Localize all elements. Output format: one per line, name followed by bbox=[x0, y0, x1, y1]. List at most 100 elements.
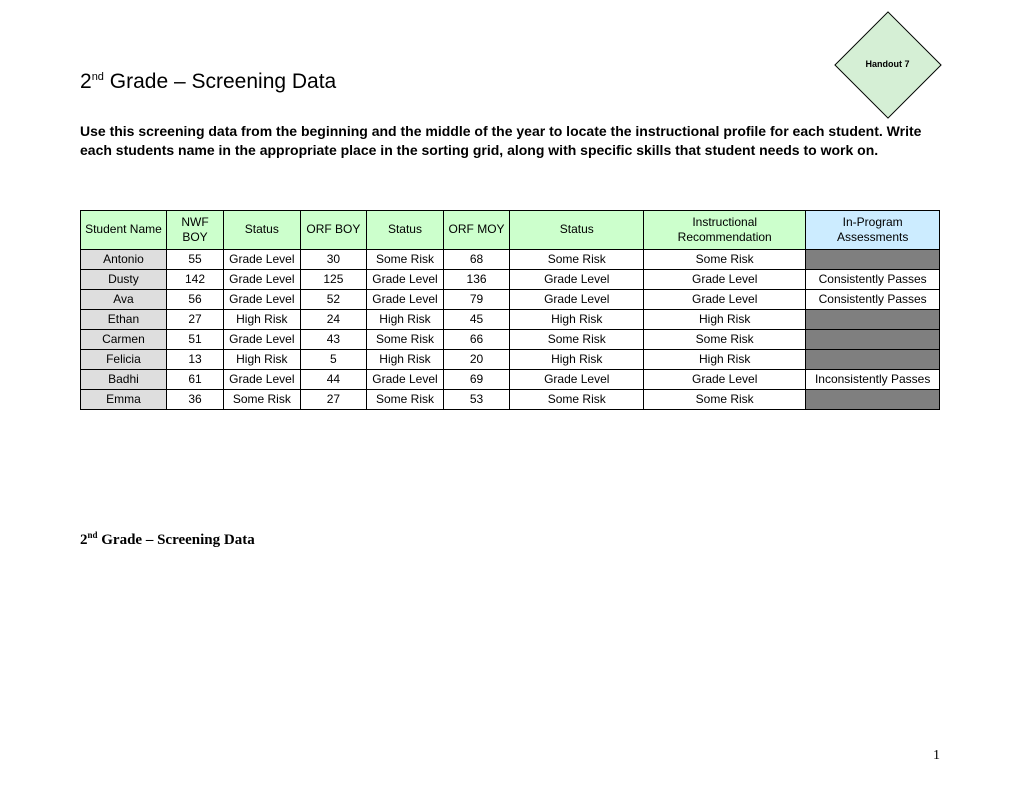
cell-status-3: Some Risk bbox=[510, 249, 644, 269]
cell-orf-moy: 68 bbox=[443, 249, 510, 269]
col-status-3: Status bbox=[510, 210, 644, 249]
cell-name: Antonio bbox=[81, 249, 167, 269]
cell-status-2: High Risk bbox=[367, 309, 443, 329]
table-row: Felicia13High Risk5High Risk20High RiskH… bbox=[81, 349, 940, 369]
table-row: Ethan27High Risk24High Risk45High RiskHi… bbox=[81, 309, 940, 329]
cell-name: Badhi bbox=[81, 369, 167, 389]
cell-assessments bbox=[806, 389, 940, 409]
footer-title: 2nd Grade – Screening Data bbox=[80, 530, 940, 549]
cell-name: Dusty bbox=[81, 269, 167, 289]
cell-status-3: Some Risk bbox=[510, 389, 644, 409]
cell-orf-moy: 20 bbox=[443, 349, 510, 369]
cell-orf-moy: 66 bbox=[443, 329, 510, 349]
cell-recommendation: High Risk bbox=[644, 349, 806, 369]
cell-nwf: 61 bbox=[166, 369, 223, 389]
footer-title-prefix: 2 bbox=[80, 532, 88, 548]
cell-status-1: Grade Level bbox=[224, 329, 300, 349]
cell-orf-moy: 53 bbox=[443, 389, 510, 409]
cell-status-2: Some Risk bbox=[367, 389, 443, 409]
cell-recommendation: Grade Level bbox=[644, 289, 806, 309]
cell-assessments bbox=[806, 249, 940, 269]
cell-name: Ava bbox=[81, 289, 167, 309]
cell-assessments: Inconsistently Passes bbox=[806, 369, 940, 389]
col-orf-boy: ORF BOY bbox=[300, 210, 367, 249]
cell-orf-moy: 136 bbox=[443, 269, 510, 289]
cell-nwf: 51 bbox=[166, 329, 223, 349]
footer-title-super: nd bbox=[88, 530, 98, 540]
cell-orf-moy: 69 bbox=[443, 369, 510, 389]
cell-orf-moy: 79 bbox=[443, 289, 510, 309]
col-status-1: Status bbox=[224, 210, 300, 249]
table-row: Dusty142Grade Level125Grade Level136Grad… bbox=[81, 269, 940, 289]
handout-label: Handout 7 bbox=[835, 59, 940, 69]
cell-status-1: High Risk bbox=[224, 349, 300, 369]
footer-title-rest: Grade – Screening Data bbox=[98, 532, 255, 548]
table-row: Ava56Grade Level52Grade Level79Grade Lev… bbox=[81, 289, 940, 309]
title-super: nd bbox=[92, 71, 104, 83]
page-title: 2nd Grade – Screening Data bbox=[80, 70, 940, 94]
cell-status-3: Grade Level bbox=[510, 269, 644, 289]
cell-status-3: Grade Level bbox=[510, 369, 644, 389]
handout-badge: Handout 7 bbox=[835, 12, 940, 117]
title-prefix: 2 bbox=[80, 70, 92, 93]
cell-orf-moy: 45 bbox=[443, 309, 510, 329]
cell-name: Emma bbox=[81, 389, 167, 409]
col-nwf-boy: NWF BOY bbox=[166, 210, 223, 249]
cell-orf-boy: 125 bbox=[300, 269, 367, 289]
cell-status-2: Grade Level bbox=[367, 289, 443, 309]
cell-assessments bbox=[806, 349, 940, 369]
cell-nwf: 55 bbox=[166, 249, 223, 269]
cell-nwf: 56 bbox=[166, 289, 223, 309]
col-assessments: In-Program Assessments bbox=[806, 210, 940, 249]
cell-nwf: 13 bbox=[166, 349, 223, 369]
cell-status-1: Grade Level bbox=[224, 249, 300, 269]
cell-status-2: Grade Level bbox=[367, 269, 443, 289]
cell-status-1: Grade Level bbox=[224, 369, 300, 389]
screening-table: Student Name NWF BOY Status ORF BOY Stat… bbox=[80, 210, 940, 410]
cell-assessments: Consistently Passes bbox=[806, 289, 940, 309]
cell-recommendation: Some Risk bbox=[644, 329, 806, 349]
cell-assessments bbox=[806, 329, 940, 349]
intro-text: Use this screening data from the beginni… bbox=[80, 122, 940, 160]
document-page: Handout 7 2nd Grade – Screening Data Use… bbox=[0, 0, 1020, 788]
cell-recommendation: Grade Level bbox=[644, 269, 806, 289]
cell-nwf: 36 bbox=[166, 389, 223, 409]
cell-status-2: Some Risk bbox=[367, 329, 443, 349]
cell-recommendation: Grade Level bbox=[644, 369, 806, 389]
cell-orf-boy: 30 bbox=[300, 249, 367, 269]
cell-orf-boy: 24 bbox=[300, 309, 367, 329]
cell-nwf: 27 bbox=[166, 309, 223, 329]
page-number: 1 bbox=[933, 748, 940, 764]
cell-orf-boy: 52 bbox=[300, 289, 367, 309]
cell-assessments: Consistently Passes bbox=[806, 269, 940, 289]
cell-status-2: Grade Level bbox=[367, 369, 443, 389]
cell-nwf: 142 bbox=[166, 269, 223, 289]
table-row: Emma36Some Risk27Some Risk53Some RiskSom… bbox=[81, 389, 940, 409]
cell-orf-boy: 43 bbox=[300, 329, 367, 349]
cell-status-1: Some Risk bbox=[224, 389, 300, 409]
title-rest: Grade – Screening Data bbox=[104, 70, 336, 93]
cell-orf-boy: 27 bbox=[300, 389, 367, 409]
cell-orf-boy: 5 bbox=[300, 349, 367, 369]
cell-status-2: High Risk bbox=[367, 349, 443, 369]
table-row: Antonio55Grade Level30Some Risk68Some Ri… bbox=[81, 249, 940, 269]
cell-orf-boy: 44 bbox=[300, 369, 367, 389]
table-body: Antonio55Grade Level30Some Risk68Some Ri… bbox=[81, 249, 940, 409]
table-row: Badhi61Grade Level44Grade Level69Grade L… bbox=[81, 369, 940, 389]
table-header-row: Student Name NWF BOY Status ORF BOY Stat… bbox=[81, 210, 940, 249]
col-student-name: Student Name bbox=[81, 210, 167, 249]
cell-name: Ethan bbox=[81, 309, 167, 329]
cell-status-1: High Risk bbox=[224, 309, 300, 329]
table-row: Carmen51Grade Level43Some Risk66Some Ris… bbox=[81, 329, 940, 349]
cell-status-3: Some Risk bbox=[510, 329, 644, 349]
cell-name: Carmen bbox=[81, 329, 167, 349]
cell-assessments bbox=[806, 309, 940, 329]
col-orf-moy: ORF MOY bbox=[443, 210, 510, 249]
cell-status-3: High Risk bbox=[510, 309, 644, 329]
cell-status-1: Grade Level bbox=[224, 289, 300, 309]
col-recommendation: Instructional Recommendation bbox=[644, 210, 806, 249]
cell-name: Felicia bbox=[81, 349, 167, 369]
cell-status-3: Grade Level bbox=[510, 289, 644, 309]
cell-status-3: High Risk bbox=[510, 349, 644, 369]
cell-recommendation: Some Risk bbox=[644, 389, 806, 409]
